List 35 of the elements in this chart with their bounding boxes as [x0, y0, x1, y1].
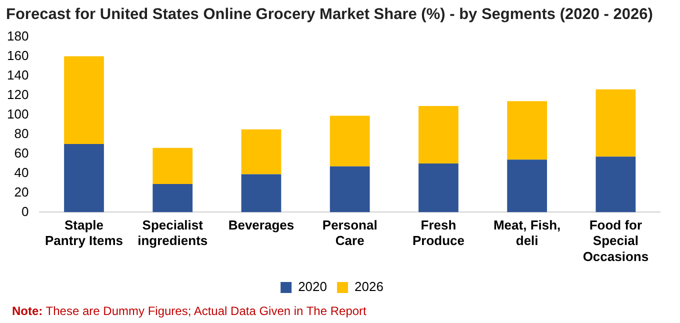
x-tick-label: Meat, Fish, deli: [493, 218, 561, 248]
y-tick-label: 80: [14, 126, 29, 141]
bar: [64, 144, 104, 212]
legend-label: 2020: [298, 279, 327, 294]
chart-title: Forecast for United States Online Grocery Market Share (%) - by Segments (2020 - 2026): [5, 5, 654, 25]
y-tick-label: 160: [6, 48, 29, 63]
bar: [507, 101, 548, 160]
legend-label: 2026: [354, 279, 384, 294]
y-tick-label: 140: [6, 67, 29, 82]
text: Note: These are Dummy Figures; Actual Data Given in The Report: [12, 304, 368, 318]
y-tick-label: 180: [6, 28, 29, 44]
bar: [241, 174, 282, 212]
y-tick-label: 120: [6, 86, 29, 102]
x-tick-label: Specialist ingredients: [138, 218, 208, 248]
bar: [241, 129, 282, 174]
x-tick-label: Beverages: [228, 218, 294, 233]
bar: [330, 166, 370, 212]
y-tick-label: 100: [6, 106, 29, 122]
x-tick-label: Staple Pantry Items: [44, 218, 124, 248]
bar: [507, 160, 548, 212]
y-tick-label: 0: [21, 204, 29, 219]
bar: [418, 163, 458, 212]
y-tick-label: 60: [14, 145, 29, 160]
x-tick-label: Fresh Produce: [412, 218, 464, 248]
bar: [330, 116, 370, 166]
x-tick-label: Personal Care: [322, 218, 378, 248]
bar: [152, 148, 193, 184]
y-tick-label: 20: [14, 184, 29, 200]
bar: [418, 106, 458, 164]
bar: [596, 89, 636, 157]
x-tick-label: Food for Special Occasions: [582, 218, 649, 264]
bar: [64, 56, 104, 144]
bar: [596, 156, 636, 212]
bar: [152, 184, 193, 212]
y-tick-label: 40: [14, 164, 29, 180]
